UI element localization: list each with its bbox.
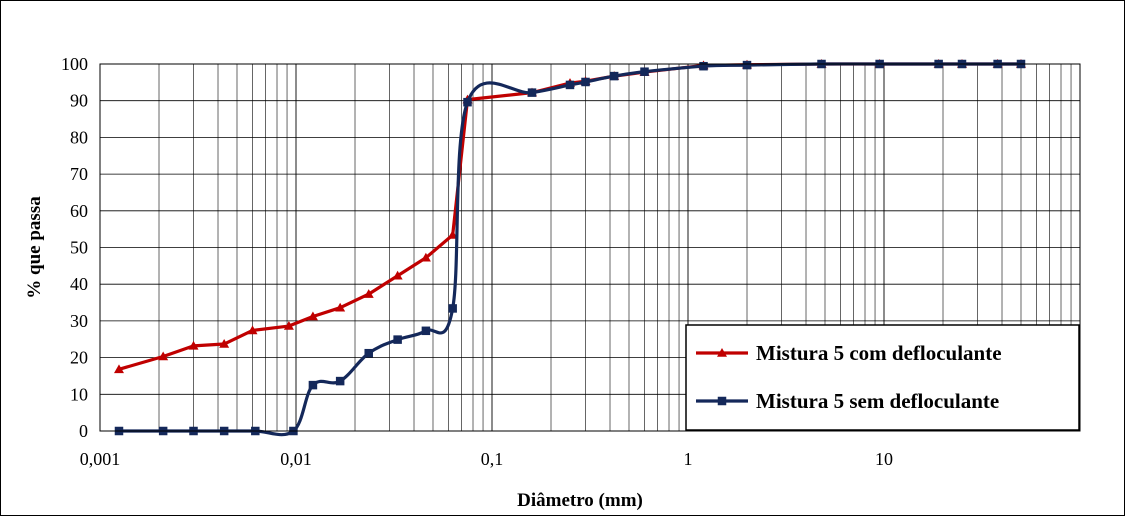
y-axis-label: % que passa — [24, 196, 45, 299]
data-point — [219, 339, 230, 348]
data-point — [283, 321, 294, 330]
data-point — [392, 270, 403, 280]
data-point — [363, 289, 374, 298]
data-point — [188, 340, 199, 350]
legend-label: Mistura 5 sem defloculante — [756, 389, 999, 413]
y-tick-label: 10 — [70, 384, 88, 404]
data-point — [335, 302, 346, 312]
x-tick-label: 0,001 — [80, 449, 121, 469]
legend-item: Mistura 5 com defloculante — [696, 341, 1002, 365]
legend-label: Mistura 5 com defloculante — [756, 341, 1002, 365]
x-axis-label: Diâmetro (mm) — [517, 490, 643, 511]
y-tick-label: 70 — [70, 164, 88, 184]
data-point — [640, 67, 649, 76]
y-tick-label: 50 — [70, 238, 88, 258]
data-point — [158, 351, 169, 361]
data-point — [717, 348, 727, 357]
data-point — [308, 380, 318, 390]
x-tick-label: 0,01 — [280, 449, 312, 469]
x-tick-label: 10 — [875, 449, 893, 469]
data-point — [699, 61, 708, 71]
x-tick-label: 1 — [684, 449, 693, 469]
data-point — [113, 364, 124, 374]
data-point — [609, 71, 619, 81]
data-point — [565, 80, 575, 90]
y-tick-label: 100 — [61, 54, 88, 74]
x-tick-labels: 0,001 0,01 0,1 1 10 — [80, 449, 893, 469]
data-point — [581, 77, 590, 87]
plot-border — [99, 63, 1081, 432]
data-point — [364, 348, 373, 358]
y-tick-label: 80 — [70, 127, 88, 147]
data-point — [307, 311, 318, 321]
data-point — [527, 88, 537, 97]
y-tick-label: 90 — [70, 91, 88, 111]
y-tick-label: 20 — [70, 348, 88, 368]
series-line — [118, 62, 1021, 371]
data-point — [420, 252, 431, 262]
y-tick-label: 30 — [70, 311, 88, 331]
y-tick-labels: 0 10 20 30 40 50 60 70 80 90 100 — [61, 54, 88, 441]
data-point — [447, 230, 458, 239]
legend-box — [685, 324, 1080, 431]
legend-item: Mistura 5 sem defloculante — [696, 389, 999, 413]
data-point — [463, 97, 472, 107]
y-tick-label: 40 — [70, 274, 88, 294]
data-point — [393, 335, 402, 344]
x-tick-label: 0,1 — [481, 449, 504, 469]
data-point — [247, 325, 258, 335]
data-point — [421, 326, 431, 336]
data-point — [717, 396, 727, 406]
legend: Mistura 5 com defloculante Mistura 5 sem … — [685, 324, 1080, 431]
y-tick-label: 0 — [79, 421, 88, 441]
y-tick-label: 60 — [70, 201, 88, 221]
data-point — [335, 376, 345, 386]
data-point — [448, 304, 457, 313]
data-point — [742, 60, 752, 70]
